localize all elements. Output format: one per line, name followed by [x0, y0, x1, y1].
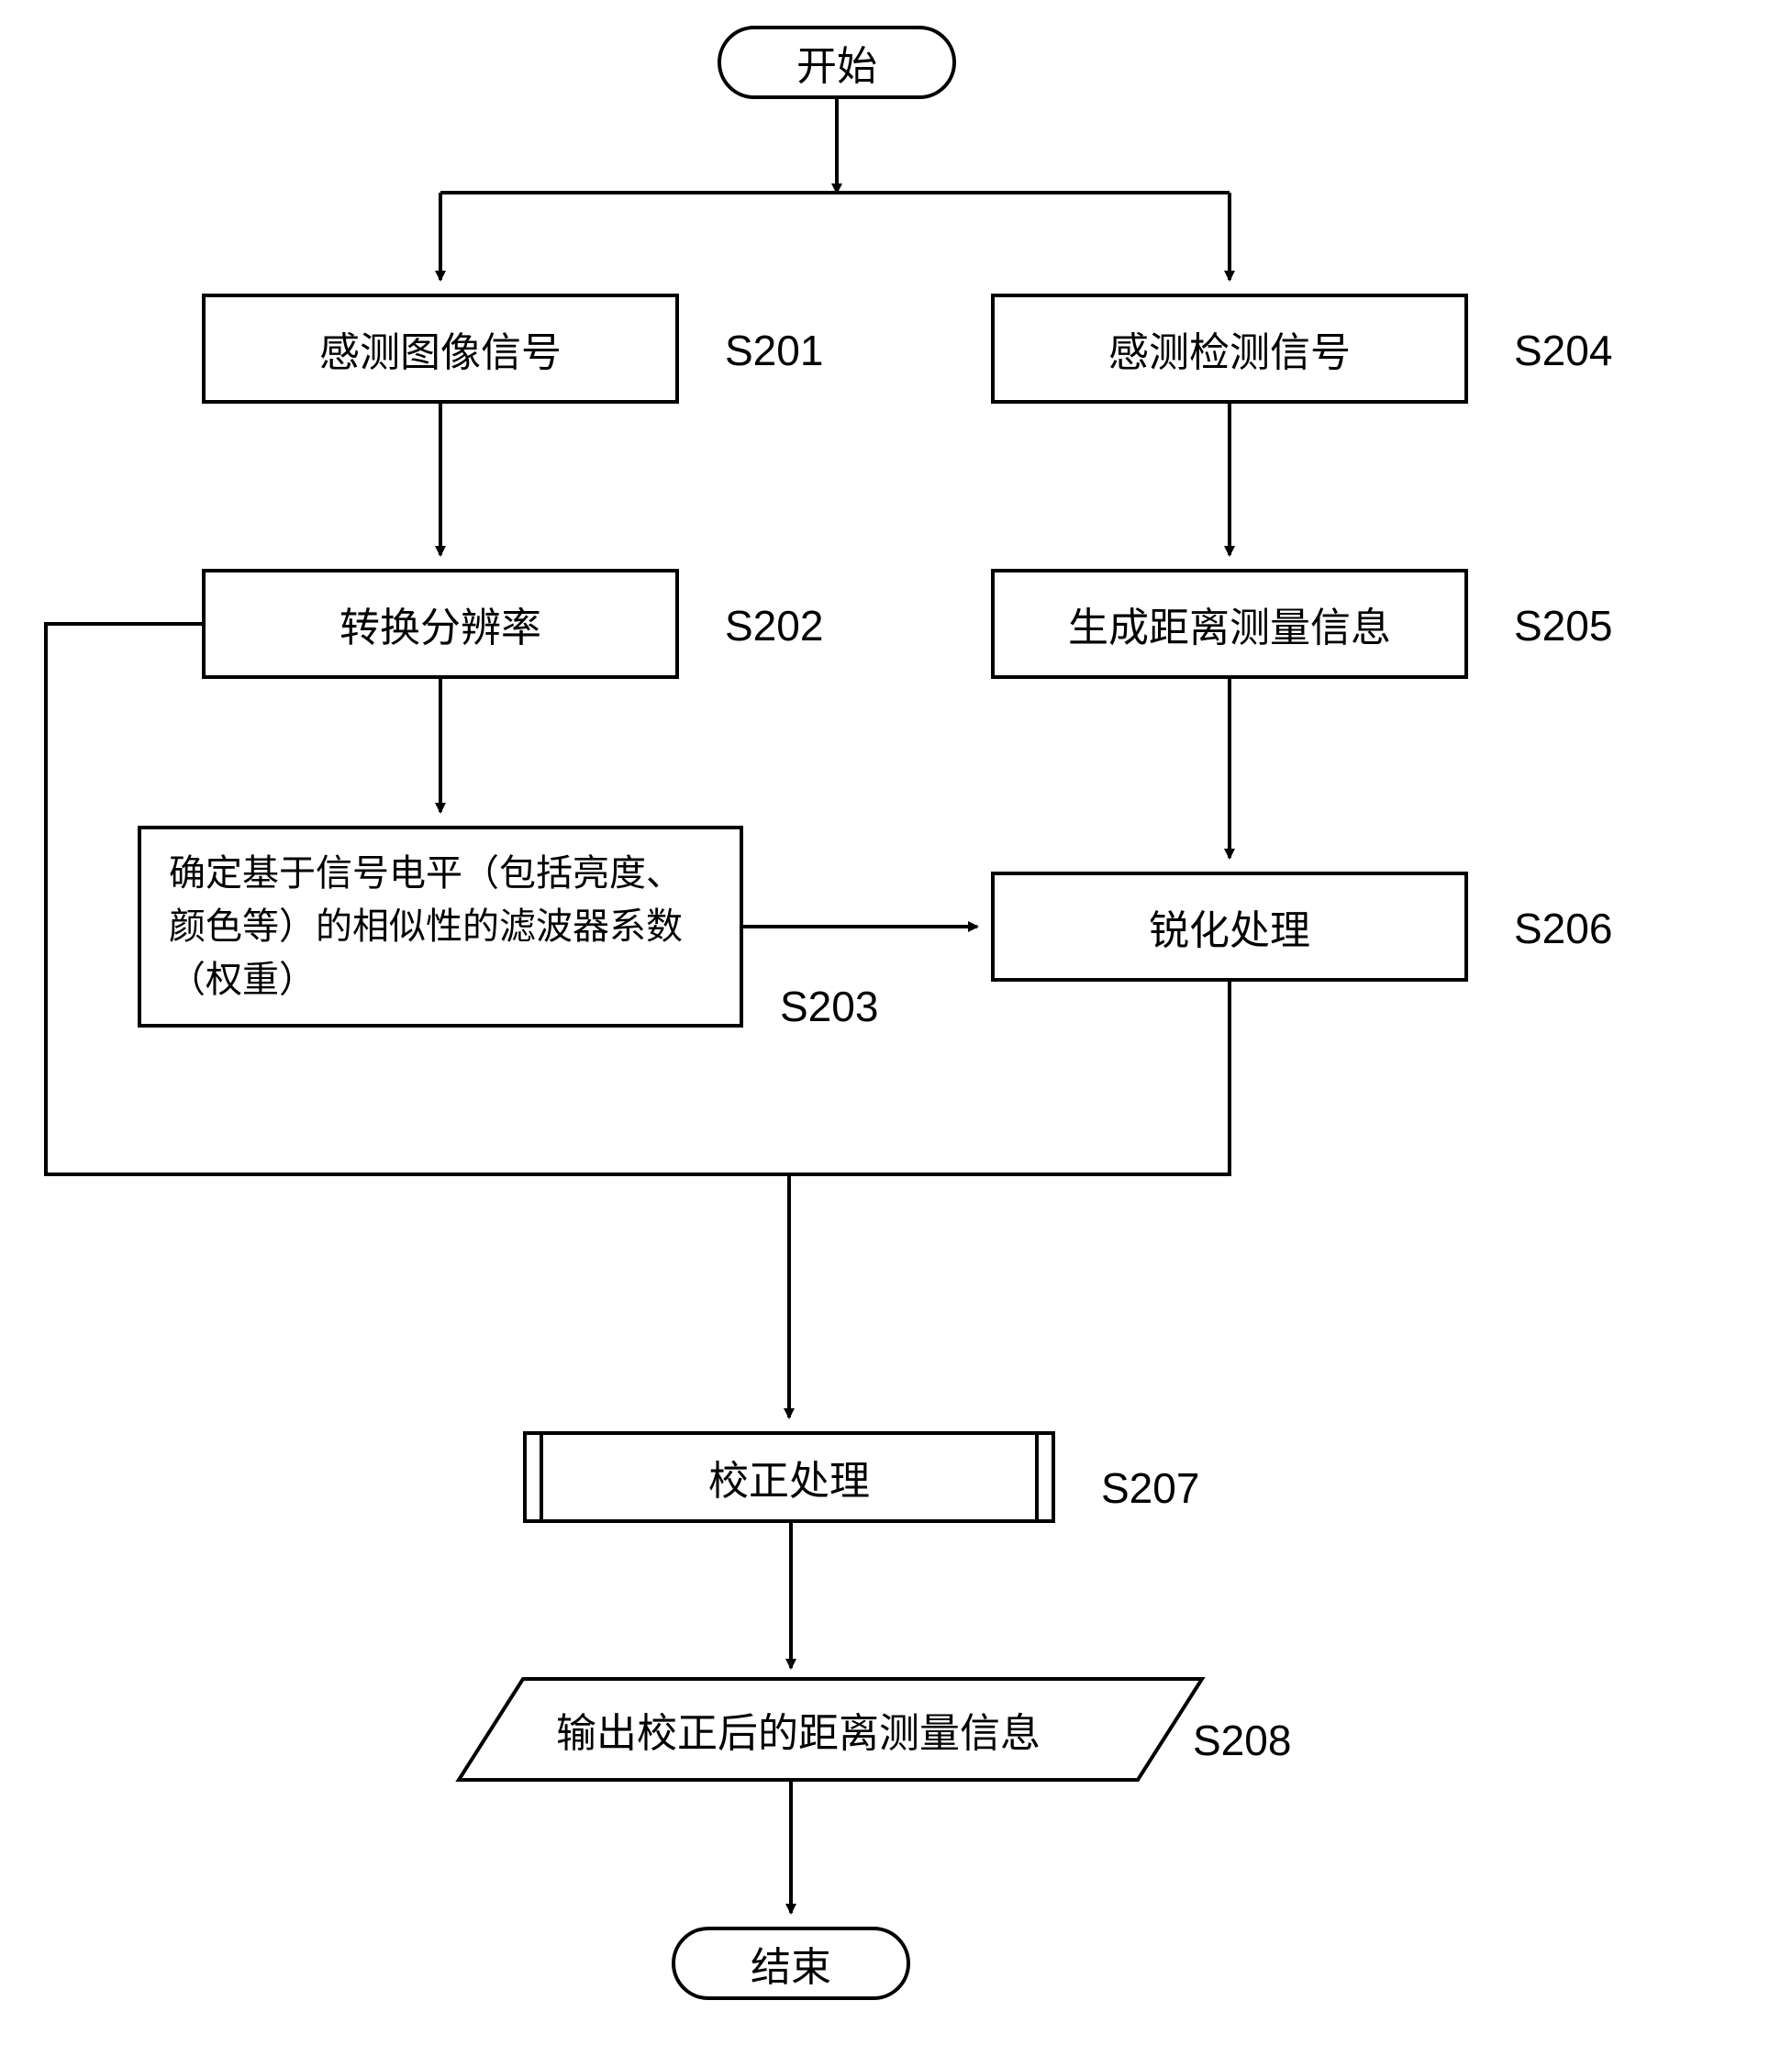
start-text: 开始 — [796, 33, 877, 92]
s204-text: 感测检测信号 — [1108, 319, 1351, 378]
s201-label: S201 — [725, 326, 823, 375]
s202-label: S202 — [725, 601, 823, 650]
s201-text: 感测图像信号 — [319, 319, 562, 378]
s208-label: S208 — [1193, 1716, 1291, 1765]
s202-text: 转换分辨率 — [339, 595, 541, 653]
s207-text: 校正处理 — [708, 1448, 870, 1506]
s208-text: 输出校正后的距离测量信息 — [556, 1700, 1041, 1759]
s204-process: 感测检测信号 — [991, 294, 1468, 404]
s205-text: 生成距离测量信息 — [1068, 595, 1391, 653]
end-text: 结束 — [751, 1934, 831, 1993]
end-terminator: 结束 — [672, 1927, 910, 2000]
s203-text: 确定基于信号电平（包括亮度、颜色等）的相似性的滤波器系数（权重） — [169, 847, 712, 1006]
s205-label: S205 — [1514, 601, 1612, 650]
s207-subprocess: 校正处理 — [523, 1431, 1055, 1523]
s206-text: 锐化处理 — [1149, 897, 1310, 956]
s204-label: S204 — [1514, 326, 1612, 375]
s202-process: 转换分辨率 — [202, 569, 679, 679]
start-terminator: 开始 — [718, 26, 956, 99]
s207-label: S207 — [1101, 1463, 1199, 1513]
s201-process: 感测图像信号 — [202, 294, 679, 404]
s203-process: 确定基于信号电平（包括亮度、颜色等）的相似性的滤波器系数（权重） — [138, 826, 743, 1028]
s205-process: 生成距离测量信息 — [991, 569, 1468, 679]
s208-parallelogram: 输出校正后的距离测量信息 — [459, 1679, 1138, 1780]
s206-process: 锐化处理 — [991, 872, 1468, 982]
s203-label: S203 — [780, 982, 878, 1031]
s206-label: S206 — [1514, 904, 1612, 953]
